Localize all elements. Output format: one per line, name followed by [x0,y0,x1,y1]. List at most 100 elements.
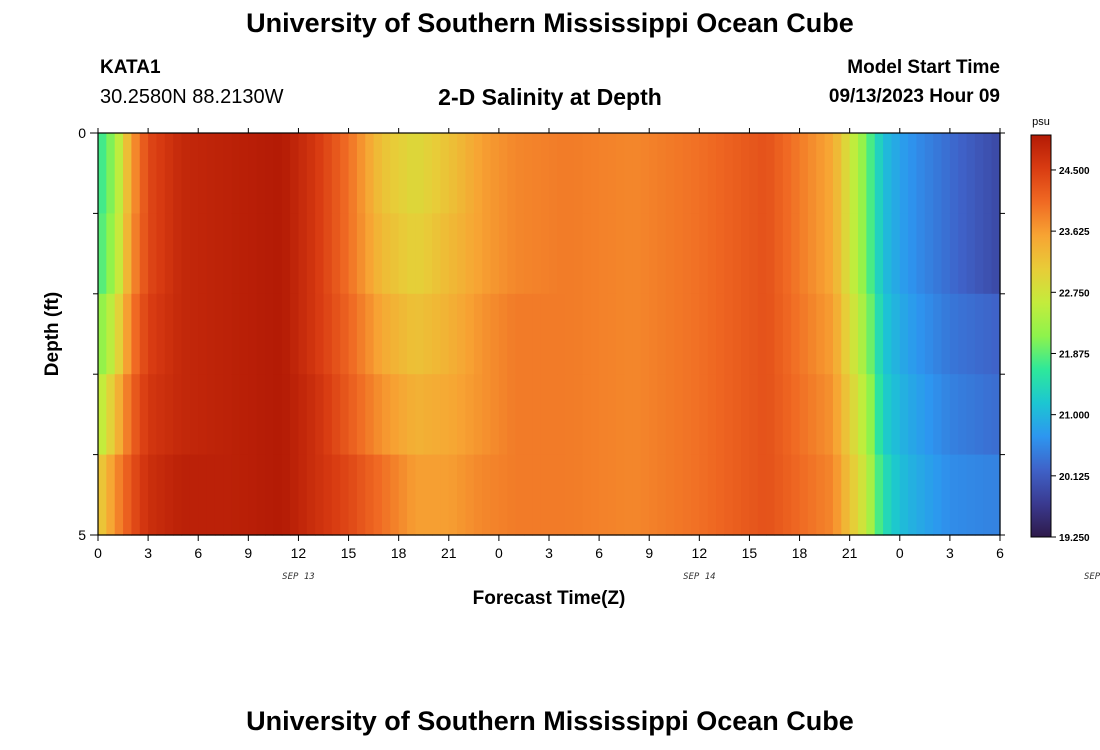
heatmap-cell [298,213,308,295]
heatmap-cell [766,133,776,214]
heatmap-cell [941,454,951,536]
heatmap-cell [273,454,283,536]
x-tick-label: 15 [742,545,758,561]
heatmap-cell [381,374,391,456]
heatmap-cell [557,213,567,295]
colorbar-tick-label: 22.750 [1059,288,1090,299]
heatmap-cell [707,213,717,295]
heatmap-cell [223,213,233,295]
heatmap-cell [590,374,600,456]
heatmap-cell [824,454,834,536]
x-tick-label: 21 [842,545,858,561]
heatmap-cell [958,213,968,295]
heatmap-cell [774,454,784,536]
heatmap-cell [398,133,408,214]
heatmap-cell [490,293,500,375]
heatmap-cell [106,133,116,214]
day-label: SEP 15 [1084,572,1100,582]
heatmap-cell [565,293,575,375]
heatmap-cell [891,293,901,375]
x-tick-label: 9 [244,545,252,561]
heatmap-cell [139,213,149,295]
heatmap-cell [440,293,450,375]
heatmap-cell [557,374,567,456]
heatmap-cell [515,293,525,375]
heatmap-cell [323,213,333,295]
station-coordinates: 30.2580N 88.2130W [100,86,284,108]
heatmap-cell [381,213,391,295]
heatmap-cell [148,293,158,375]
heatmap-cell [114,133,124,214]
heatmap-cell [239,293,249,375]
heatmap-cell [473,293,483,375]
heatmap-cell [365,454,375,536]
heatmap-cell [774,293,784,375]
heatmap-cell [916,454,926,536]
heatmap-cell [214,454,224,536]
heatmap-cell [791,213,801,295]
heatmap-cell [365,133,375,214]
heatmap-cell [123,374,133,456]
heatmap-cell [732,213,742,295]
heatmap-cell [565,374,575,456]
heatmap-cell [665,454,675,536]
heatmap-cell [256,454,266,536]
heatmap-cell [390,293,400,375]
heatmap-cell [933,133,943,214]
heatmap-cell [440,454,450,536]
heatmap-cell [891,133,901,214]
heatmap-cell [256,293,266,375]
heatmap-cell [757,133,767,214]
x-tick-label: 9 [645,545,653,561]
heatmap-cell [832,133,842,214]
heatmap-cell [858,213,867,295]
heatmap-cell [590,213,600,295]
heatmap-cell [699,374,709,456]
heatmap-cell [515,374,525,456]
x-axis-title: Forecast Time(Z) [473,588,626,609]
heatmap-cell [732,454,742,536]
heatmap-cell [949,374,959,456]
heatmap-cell [699,293,709,375]
heatmap-cell [473,213,483,295]
heatmap-cell [624,293,634,375]
heatmap-cell [390,213,400,295]
heatmap-cell [983,374,993,456]
heatmap-cell [198,293,208,375]
heatmap-cell [874,133,884,214]
heatmap-cell [398,454,408,536]
heatmap-cell [557,293,567,375]
heatmap-cell [340,374,350,456]
heatmap-cell [649,133,659,214]
x-tick-label: 6 [194,545,202,561]
station-id: KATA1 [100,57,161,78]
heatmap-cell [315,454,325,536]
heatmap-cell [966,454,976,536]
heatmap-cell [574,213,584,295]
heatmap-cell [883,213,893,295]
heatmap-cell [799,293,809,375]
heatmap-cell [381,454,391,536]
heatmap-cell [782,374,792,456]
heatmap-cell [290,133,300,214]
heatmap-cell [306,374,316,456]
colorbar-tick-label: 19.250 [1059,533,1090,544]
heatmap-cell [540,293,550,375]
heatmap-cell [832,454,842,536]
x-tick-label: 0 [495,545,503,561]
heatmap-cell [832,293,842,375]
heatmap-cell [465,213,475,295]
heatmap-cell [273,213,283,295]
heatmap-cell [231,374,241,456]
heatmap-cell [649,454,659,536]
heatmap-cell [858,374,867,456]
heatmap-cell [231,293,241,375]
heatmap-cell [757,454,767,536]
heatmap-cell [281,213,291,295]
heatmap-cell [156,454,166,536]
heatmap-cell [757,293,767,375]
colorbar-gradient [1030,134,1052,538]
heatmap-cell [114,374,124,456]
heatmap-cell [273,133,283,214]
heatmap-cell [832,213,842,295]
